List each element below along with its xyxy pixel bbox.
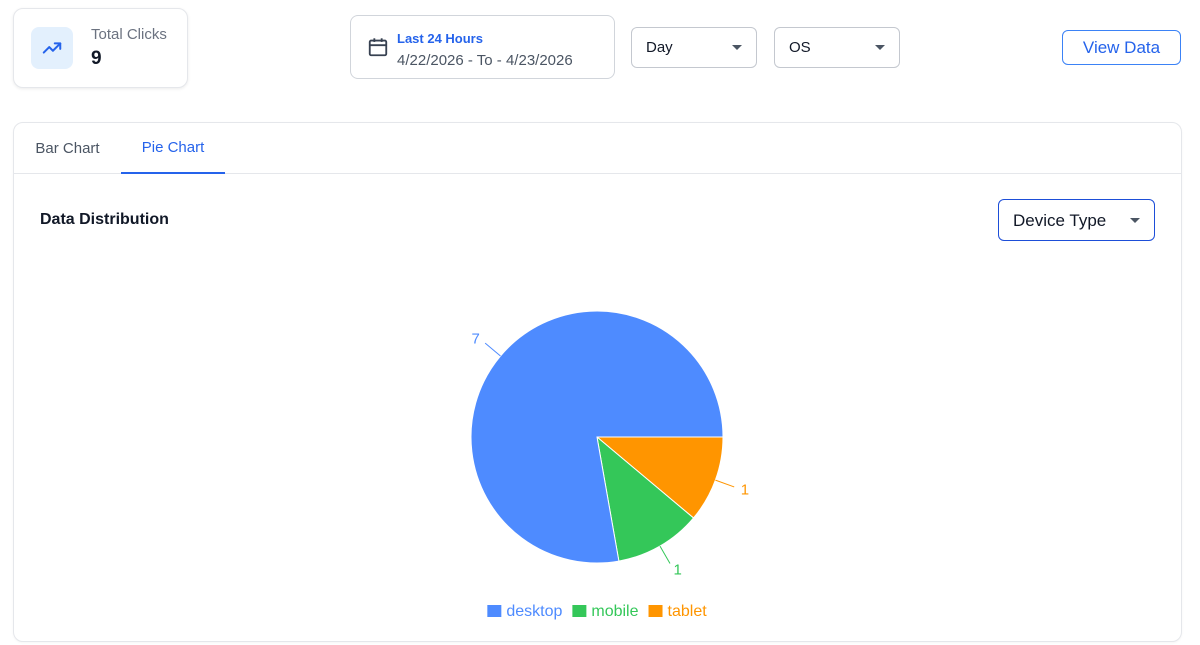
pie-chart: 1 1 7 desktop mobile tablet bbox=[470, 310, 749, 620]
legend-item-mobile[interactable]: mobile bbox=[572, 603, 639, 620]
legend-label-desktop: desktop bbox=[506, 603, 562, 620]
pie-slice-desktop[interactable] bbox=[470, 310, 724, 564]
group-select-value: OS bbox=[789, 39, 811, 56]
dimension-select[interactable]: Device Type bbox=[998, 199, 1155, 241]
stat-value: 9 bbox=[91, 48, 102, 69]
view-data-button[interactable]: View Data bbox=[1062, 30, 1181, 65]
legend-swatch-desktop bbox=[487, 605, 502, 617]
calendar-icon bbox=[368, 38, 388, 57]
chevron-down-icon bbox=[1130, 218, 1140, 223]
chevron-down-icon bbox=[732, 45, 742, 50]
tab-bar-chart[interactable]: Bar Chart bbox=[35, 140, 100, 157]
date-range-picker[interactable]: Last 24 Hours 4/22/2026 - To - 4/23/2026 bbox=[350, 15, 615, 79]
date-range-value: 4/22/2026 - To - 4/23/2026 bbox=[397, 52, 573, 69]
data-label-mobile: 1 bbox=[674, 562, 682, 579]
leader-line-desktop bbox=[484, 342, 501, 357]
section-title: Data Distribution bbox=[40, 211, 169, 228]
leader-line-mobile bbox=[659, 545, 671, 564]
data-label-tablet: 1 bbox=[741, 481, 749, 498]
stat-label: Total Clicks bbox=[91, 26, 167, 43]
legend-label-mobile: mobile bbox=[591, 603, 638, 620]
group-select[interactable]: OS bbox=[774, 27, 900, 68]
chevron-down-icon bbox=[875, 45, 885, 50]
legend-label-tablet: tablet bbox=[668, 603, 708, 620]
legend-swatch-mobile bbox=[572, 605, 587, 617]
leader-line-tablet bbox=[715, 479, 735, 488]
interval-select[interactable]: Day bbox=[631, 27, 757, 68]
data-label-desktop: 7 bbox=[471, 331, 479, 348]
tab-pie-chart[interactable]: Pie Chart bbox=[121, 123, 225, 174]
chart-panel: Bar Chart Pie Chart Data Distribution De… bbox=[13, 122, 1182, 642]
chart-tabs: Bar Chart Pie Chart bbox=[14, 123, 1181, 174]
legend-item-tablet[interactable]: tablet bbox=[648, 603, 708, 620]
legend-swatch-tablet bbox=[648, 605, 663, 617]
date-range-title: Last 24 Hours bbox=[397, 31, 483, 46]
legend-item-desktop[interactable]: desktop bbox=[487, 603, 562, 620]
dimension-select-value: Device Type bbox=[1013, 211, 1107, 230]
trending-up-icon bbox=[31, 27, 73, 69]
interval-select-value: Day bbox=[646, 39, 673, 56]
total-clicks-card: Total Clicks 9 bbox=[13, 8, 188, 88]
